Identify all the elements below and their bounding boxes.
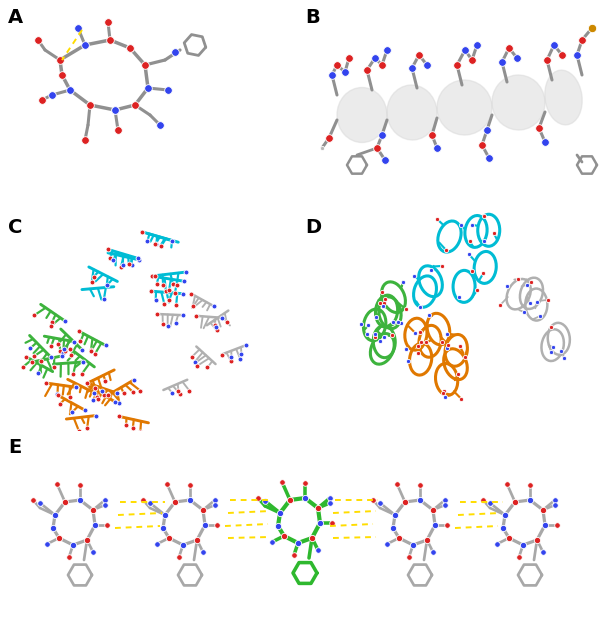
Text: D: D [305, 218, 321, 237]
Text: E: E [8, 438, 21, 457]
Text: B: B [305, 8, 320, 27]
Ellipse shape [545, 70, 582, 125]
Ellipse shape [337, 88, 387, 142]
Text: C: C [8, 218, 22, 237]
Ellipse shape [492, 75, 545, 130]
Ellipse shape [387, 85, 437, 140]
Text: A: A [8, 8, 23, 27]
Ellipse shape [437, 80, 492, 135]
